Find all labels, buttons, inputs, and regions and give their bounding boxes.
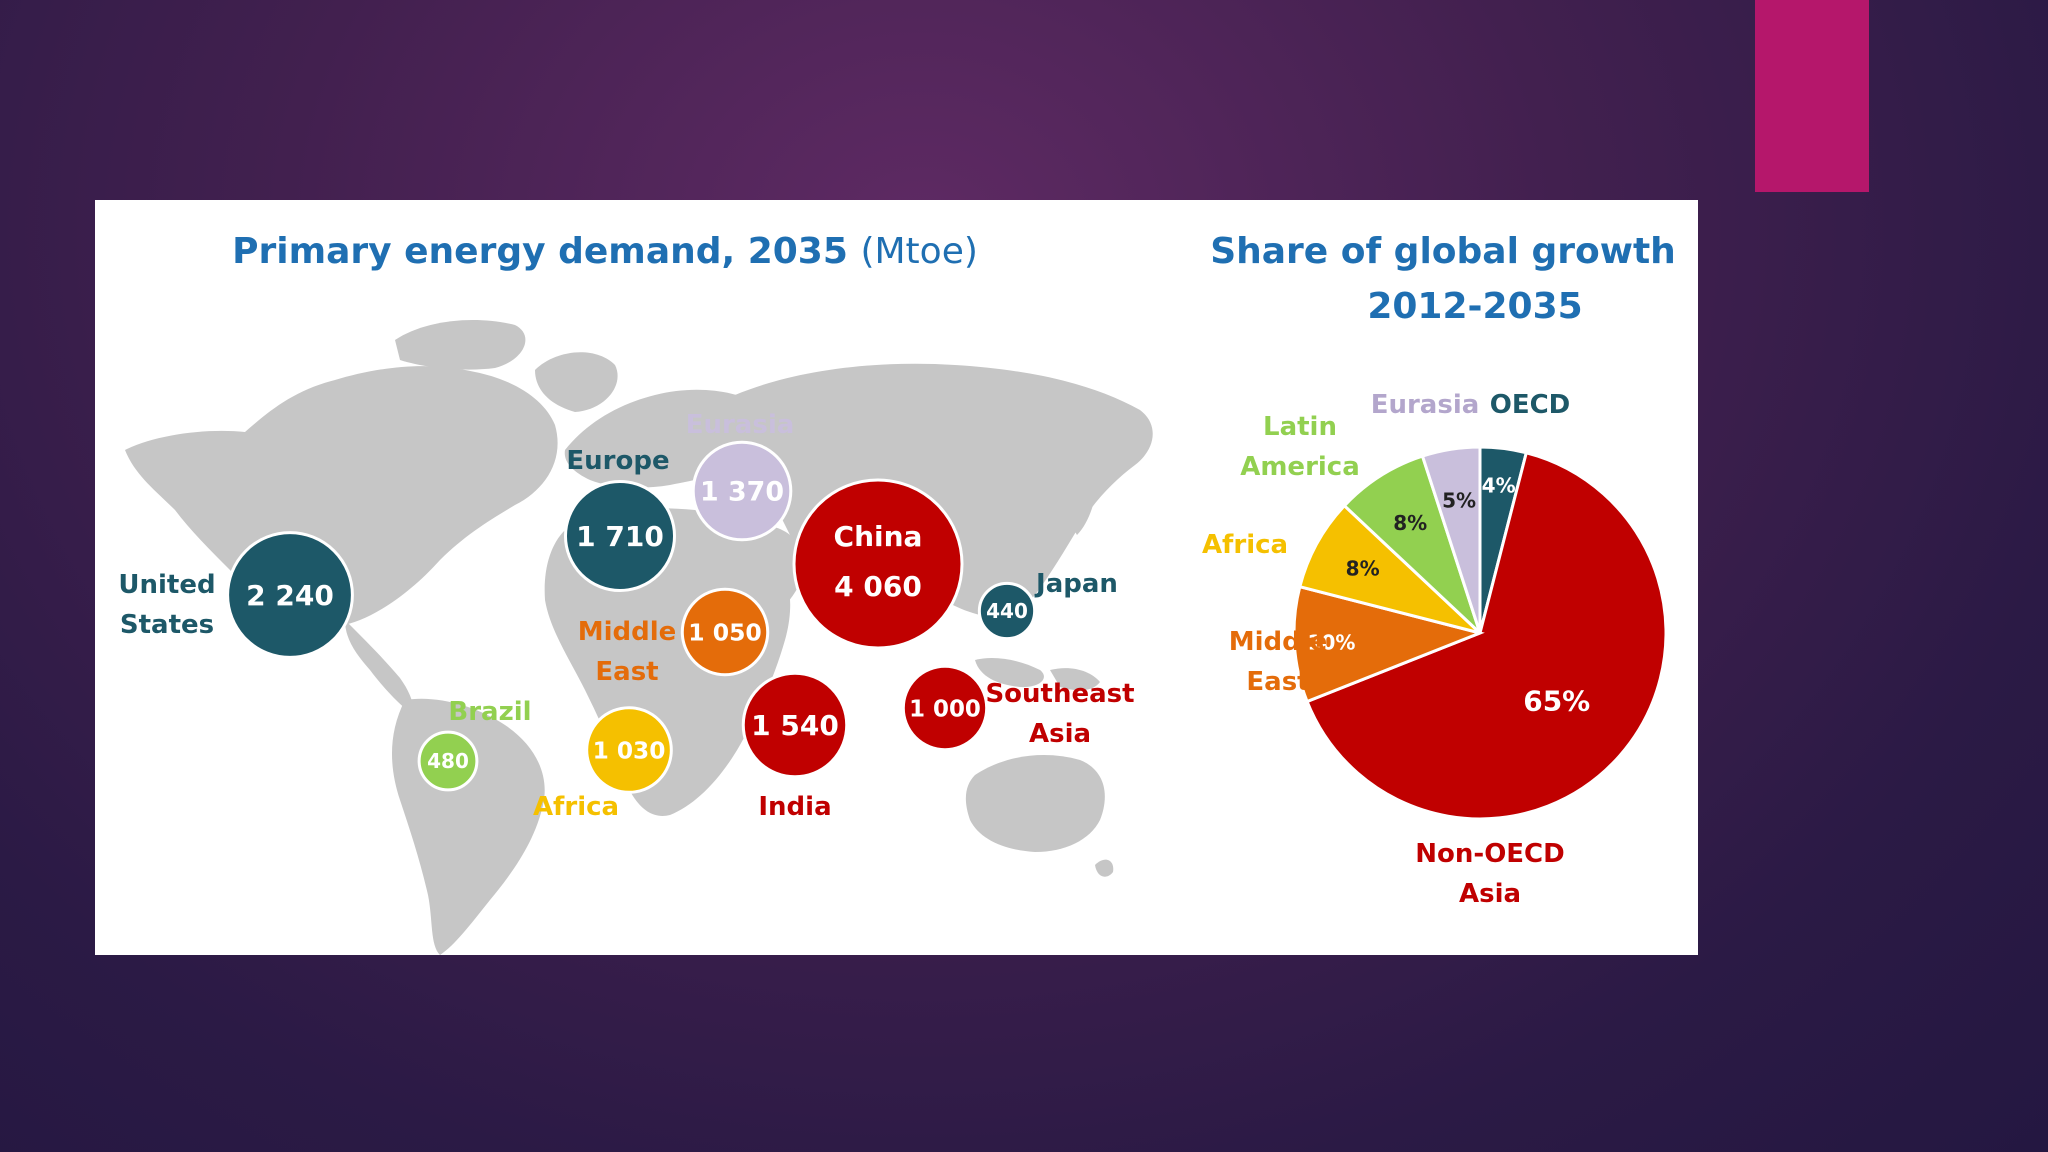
bubble-circle-europe (563, 479, 677, 593)
pie-label-africa: Africa (1202, 530, 1288, 560)
bubble-region-label-southeast-asia-1: Southeast (985, 679, 1134, 709)
pie-slice-eurasia: 5% Eurasia (1371, 390, 1482, 634)
pie-pct-eurasia: 5% (1442, 489, 1476, 513)
bubble-value-southeast-asia: 1 000 (909, 696, 981, 722)
pie-slice-middle-east: 10%Middle East (1229, 584, 1485, 704)
pie-wedge-non-oecd-asia (1305, 450, 1668, 821)
bubble-circle-japan (977, 581, 1037, 641)
bubble-circle-southeast-asia (901, 664, 989, 752)
pie-pct-africa: 8% (1346, 556, 1380, 580)
bubble-value-india: 1 540 (751, 709, 839, 742)
bubble-value-united-states: 2 240 (246, 579, 334, 612)
map-title-unit: (Mtoe) (860, 231, 977, 272)
bubble-circle-brazil (417, 730, 479, 792)
pie-pct-latin-america: 8% (1393, 511, 1427, 535)
bubble-label-china: China (834, 520, 923, 553)
bubble-value-japan: 440 (986, 599, 1028, 623)
bubble-india: 1 540 India (741, 671, 849, 822)
bubble-brazil: 480 Brazil (417, 697, 532, 792)
bubble-circle-middle-east (680, 587, 770, 677)
map-title-main: Primary energy demand, 2035 (232, 231, 860, 272)
bubble-region-label-southeast-asia-2: Asia (1029, 719, 1091, 749)
pie-wedge-middle-east (1292, 584, 1485, 704)
bubble-circle-united-states (226, 531, 354, 659)
bubble-region-label-united-states-1: United (118, 570, 215, 600)
pie-label-latin-america-1: Latin (1263, 412, 1337, 442)
bubble-africa: 1 030 Africa (533, 706, 673, 822)
pie-wedge-latin-america (1342, 454, 1482, 635)
bubble-circle-eurasia (691, 440, 793, 542)
bubble-value-eurasia: 1 370 (700, 477, 784, 508)
bubble-region-label-middle-east-1: Middle (578, 617, 677, 647)
bubble-china: China 4 060 (792, 478, 964, 650)
bubble-value-middle-east: 1 050 (688, 618, 762, 646)
bubble-value-brazil: 480 (427, 749, 469, 773)
energy-figure: Primary energy demand, 2035 (Mtoe) 2 240 U… (95, 200, 1698, 955)
bubble-region-label-japan: Japan (1034, 569, 1118, 599)
bubble-region-label-united-states-2: States (120, 610, 214, 640)
pie-label-middle-east-2: East (1246, 667, 1309, 697)
map-title: Primary energy demand, 2035 (Mtoe) (232, 231, 978, 272)
bubble-circle-china (792, 478, 964, 650)
pie-wedge-eurasia (1420, 445, 1482, 634)
pie-label-non-oecd-asia-1: Non-OECD (1415, 839, 1564, 869)
bubble-region-label-eurasia: Eurasia (686, 410, 795, 440)
pie-pct-middle-east: 10% (1308, 630, 1356, 654)
pie-pct-oecd: 4% (1482, 473, 1516, 497)
bubble-circle-india (741, 671, 849, 779)
bubble-circle-africa (585, 706, 673, 794)
bubble-region-label-india: India (758, 792, 831, 822)
bubble-eurasia: 1 370 Eurasia (686, 410, 795, 542)
bubble-region-label-middle-east-2: East (595, 657, 658, 687)
bubble-region-label-africa: Africa (533, 792, 619, 822)
figure-canvas: Primary energy demand, 2035 (Mtoe) 2 240 U… (118, 231, 1676, 955)
pie-label-middle-east-1: Middle (1229, 627, 1328, 657)
bubble-europe: 1 710 Europe (563, 446, 677, 593)
bubble-value-europe: 1 710 (576, 520, 664, 553)
bubble-middle-east: 1 050 Middle East (578, 587, 770, 687)
pie-pct-non-oecd-asia: 65% (1523, 684, 1590, 717)
pie-slice-latin-america: 8% Latin America (1240, 412, 1482, 635)
pie-slice-non-oecd-asia: 65% Non-OECD Asia (1305, 450, 1668, 909)
pie-label-non-oecd-asia-2: Asia (1459, 879, 1521, 909)
accent-bar (1755, 0, 1869, 192)
bubble-value-china: 4 060 (834, 570, 922, 603)
pie-label-latin-america-2: America (1240, 452, 1360, 482)
pie-wedge-africa (1297, 503, 1482, 635)
pie-label-eurasia: Eurasia (1371, 390, 1480, 420)
bubble-value-africa: 1 030 (593, 737, 666, 764)
pie-title-line-2: 2012-2035 (1367, 286, 1582, 327)
pie-slice-africa: 8% Africa (1202, 503, 1482, 635)
pie-label-oecd: OECD (1490, 390, 1571, 420)
bubble-region-label-brazil: Brazil (448, 697, 531, 727)
bubble-united-states: 2 240 United States (118, 531, 354, 659)
pie-title-line-1: Share of global growth (1210, 231, 1676, 272)
bubble-region-label-europe: Europe (566, 446, 669, 476)
